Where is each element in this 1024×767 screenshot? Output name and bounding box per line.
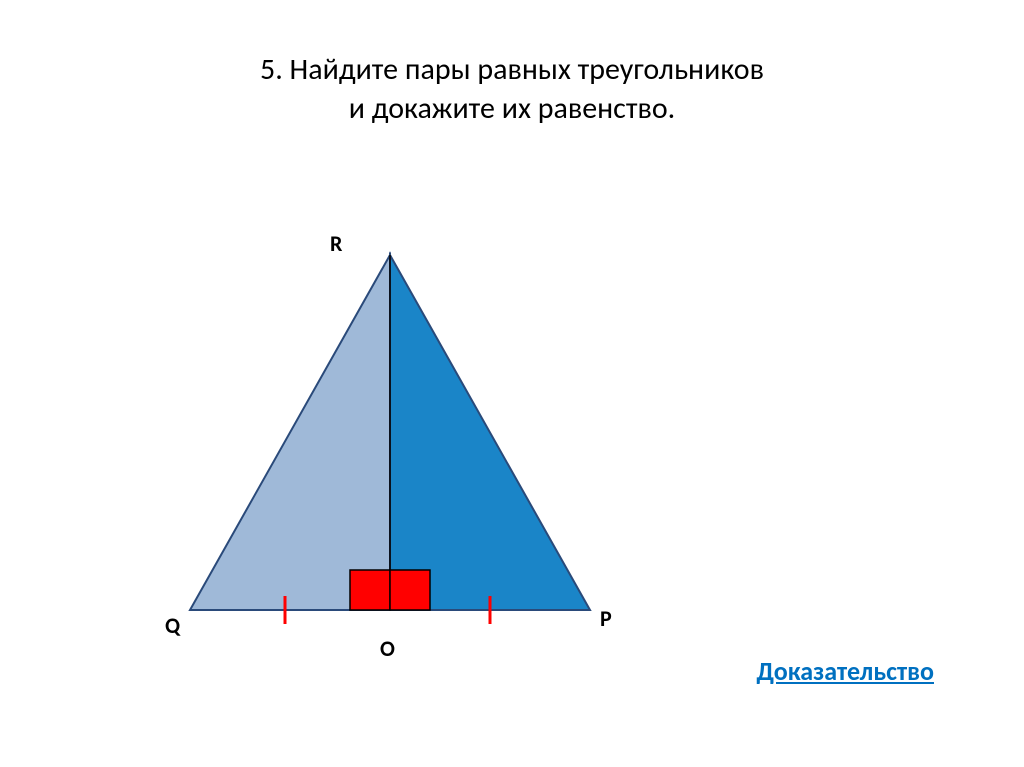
vertex-label-O: O — [380, 635, 395, 662]
vertex-label-Q: Q — [165, 612, 180, 639]
right-angle-square-right — [390, 570, 430, 610]
vertex-label-P: P — [600, 605, 612, 632]
triangle-diagram: R Q P O — [100, 200, 580, 640]
right-angle-square-left — [350, 570, 390, 610]
triangle-svg — [100, 200, 660, 680]
title-line-2: и докажите их равенство. — [349, 90, 676, 127]
proof-link[interactable]: Доказательство — [756, 655, 934, 687]
title-line-1: 5. Найдите пары равных треугольников — [260, 51, 764, 88]
triangle-left-half — [190, 255, 390, 610]
triangle-right-half — [390, 255, 590, 610]
problem-title: 5. Найдите пары равных треугольников и д… — [0, 0, 1024, 128]
vertex-label-R: R — [330, 230, 342, 257]
